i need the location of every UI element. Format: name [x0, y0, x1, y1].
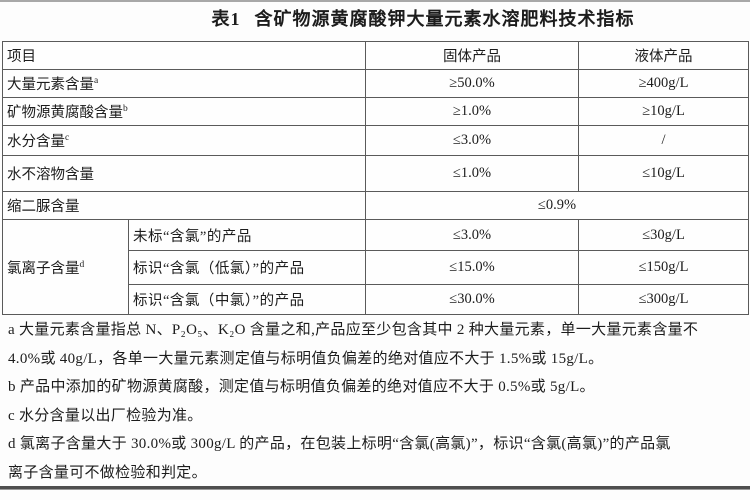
footnote-d-line1: d 氯离子含量大于 30.0%或 300g/L 的产品，在包装上标明“含氯(高氯…: [8, 436, 671, 452]
table-title: 表1 含矿物源黄腐酸钾大量元素水溶肥料技术指标: [0, 6, 750, 32]
header-liquid-cell: 液体产品: [578, 41, 749, 70]
row-label: 大量元素含量: [7, 77, 94, 93]
footnotes: a 大量元素含量指总 N、P₂O₅、K₂O 含量之和,产品应至少包含其中 2 种…: [0, 316, 750, 487]
footnote-a-line2: 4.0%或 40g/L，各单一大量元素测定值与标明值负偏差的绝对值应不大于 1.…: [8, 350, 604, 367]
table-row-biuret: 缩二脲含量 ≤0.9%: [2, 191, 749, 220]
row-label: 水分含量: [7, 134, 65, 150]
table-title-number: 表1: [211, 9, 241, 29]
liquid-value-cell: ≤150g/L: [578, 250, 749, 285]
table-row-macronutrient: 大量元素含量a ≥50.0% ≥400g/L: [2, 69, 749, 98]
footnote-d-line2: 离子含量可不做检验和判定。: [8, 464, 207, 481]
solid-value-cell: ≤15.0%: [365, 250, 579, 285]
table-row-chloride-low: 标识“含氯（低氯）”的产品 ≤15.0% ≤150g/L: [3, 250, 749, 285]
row-label-cell: 水不溶物含量: [2, 155, 366, 192]
footnote-mark: d: [79, 259, 85, 270]
footnote-a-line1: a 大量元素含量指总 N、P₂O₅、K₂O 含量之和,产品应至少包含其中 2 种…: [8, 322, 699, 338]
row-label: 矿物源黄腐酸含量: [7, 105, 123, 121]
header-row: 项目 固体产品 液体产品: [2, 41, 749, 70]
solid-value-cell: ≥1.0%: [365, 97, 579, 126]
table-row-moisture: 水分含量c ≤3.0% /: [2, 125, 749, 156]
chloride-subrow-label-cell: 标识“含氯（低氯）”的产品: [128, 250, 366, 285]
table-row-water-insoluble: 水不溶物含量 ≤1.0% ≤10g/L: [2, 155, 749, 192]
footnote-mark: a: [94, 76, 99, 87]
solid-value-cell: ≤3.0%: [365, 125, 579, 156]
solid-value-cell: ≥50.0%: [365, 69, 579, 98]
footnote-c: c 水分含量以出厂检验为准。: [8, 407, 203, 424]
row-label-cell: 缩二脲含量: [2, 191, 366, 220]
chloride-group-label-cell: 氯离子含量d: [2, 219, 129, 315]
row-label: 水不溶物含量: [7, 167, 94, 183]
merged-value-cell: ≤0.9%: [365, 191, 749, 220]
footnote-mark: c: [65, 133, 70, 144]
header-solid-cell: 固体产品: [365, 41, 579, 70]
liquid-value-cell: ≤300g/L: [578, 284, 749, 315]
footnote-mark: b: [123, 104, 128, 115]
liquid-value-cell: ≤30g/L: [578, 219, 749, 251]
liquid-value-cell: ≥400g/L: [578, 69, 749, 98]
footnote-b: b 产品中添加的矿物源黄腐酸，测定值与标明值负偏差的绝对值应不大于 0.5%或 …: [8, 379, 595, 395]
page-top-edge-line: [0, 0, 750, 2]
liquid-value-cell: /: [578, 125, 749, 156]
row-label: 氯离子含量: [7, 260, 80, 277]
row-label-cell: 矿物源黄腐酸含量b: [2, 97, 366, 126]
solid-value-cell: ≤3.0%: [365, 219, 579, 251]
table-row-chloride-medium: 标识“含氯（中氯）”的产品 ≤30.0% ≤300g/L: [3, 284, 749, 315]
chloride-subrow-label-cell: 标识“含氯（中氯）”的产品: [128, 284, 366, 315]
row-label-cell: 水分含量c: [2, 125, 366, 156]
table-row-fulvic-acid: 矿物源黄腐酸含量b ≥1.0% ≥10g/L: [2, 97, 749, 126]
liquid-value-cell: ≥10g/L: [578, 97, 749, 126]
solid-value-cell: ≤1.0%: [365, 155, 579, 192]
spec-table: 项目 固体产品 液体产品 大量元素含量a ≥50.0% ≥400g/L 矿物源黄…: [2, 41, 749, 315]
chloride-subrow-label-cell: 未标“含氯”的产品: [128, 219, 366, 251]
solid-value-cell: ≤30.0%: [365, 284, 579, 315]
page-bottom-rule: [0, 486, 750, 490]
table-title-text: 含矿物源黄腐酸钾大量元素水溶肥料技术指标: [254, 9, 635, 29]
table-row-chloride-unlabeled: 氯离子含量d 未标“含氯”的产品 ≤3.0% ≤30g/L: [2, 219, 749, 315]
header-item-cell: 项目: [2, 41, 366, 70]
row-label-cell: 大量元素含量a: [2, 69, 366, 98]
liquid-value-cell: ≤10g/L: [578, 155, 749, 192]
